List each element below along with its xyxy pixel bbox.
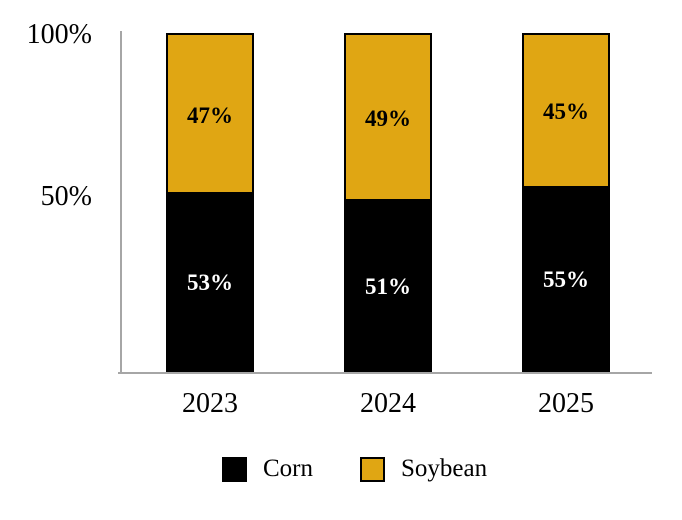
y-tick-label-50: 50% <box>40 181 92 212</box>
legend-item-corn: Corn <box>222 454 313 484</box>
legend-label-soybean: Soybean <box>401 455 488 482</box>
x-axis-label-2023: 2023 <box>182 388 238 419</box>
bar-2025: 45% 55% <box>522 33 610 372</box>
legend-item-soybean: Soybean <box>360 454 487 484</box>
y-tick-label-100: 100% <box>26 19 92 50</box>
segment-value-label: 55% <box>543 266 589 292</box>
segment-soybean-2023: 47% <box>168 35 252 193</box>
segment-soybean-2025: 45% <box>524 35 608 186</box>
segment-value-label: 51% <box>365 273 411 299</box>
segment-value-label: 47% <box>187 102 233 128</box>
legend-label-corn: Corn <box>263 455 313 482</box>
segment-corn-2024: 51% <box>346 199 430 370</box>
x-axis-label-2024: 2024 <box>360 388 416 419</box>
x-axis-label-2025: 2025 <box>538 388 594 419</box>
segment-value-label: 49% <box>365 106 411 132</box>
y-axis-line <box>120 31 122 374</box>
segment-corn-2023: 53% <box>168 192 252 370</box>
x-axis-line <box>118 372 652 374</box>
bar-2023: 47% 53% <box>166 33 254 372</box>
segment-soybean-2024: 49% <box>346 35 430 200</box>
legend: Corn Soybean <box>222 454 487 484</box>
segment-corn-2025: 55% <box>524 185 608 370</box>
legend-swatch-soybean-icon <box>360 456 385 482</box>
bar-2024: 49% 51% <box>344 33 432 372</box>
legend-swatch-corn-icon <box>222 456 247 482</box>
segment-value-label: 53% <box>187 270 233 296</box>
segment-value-label: 45% <box>543 99 589 125</box>
